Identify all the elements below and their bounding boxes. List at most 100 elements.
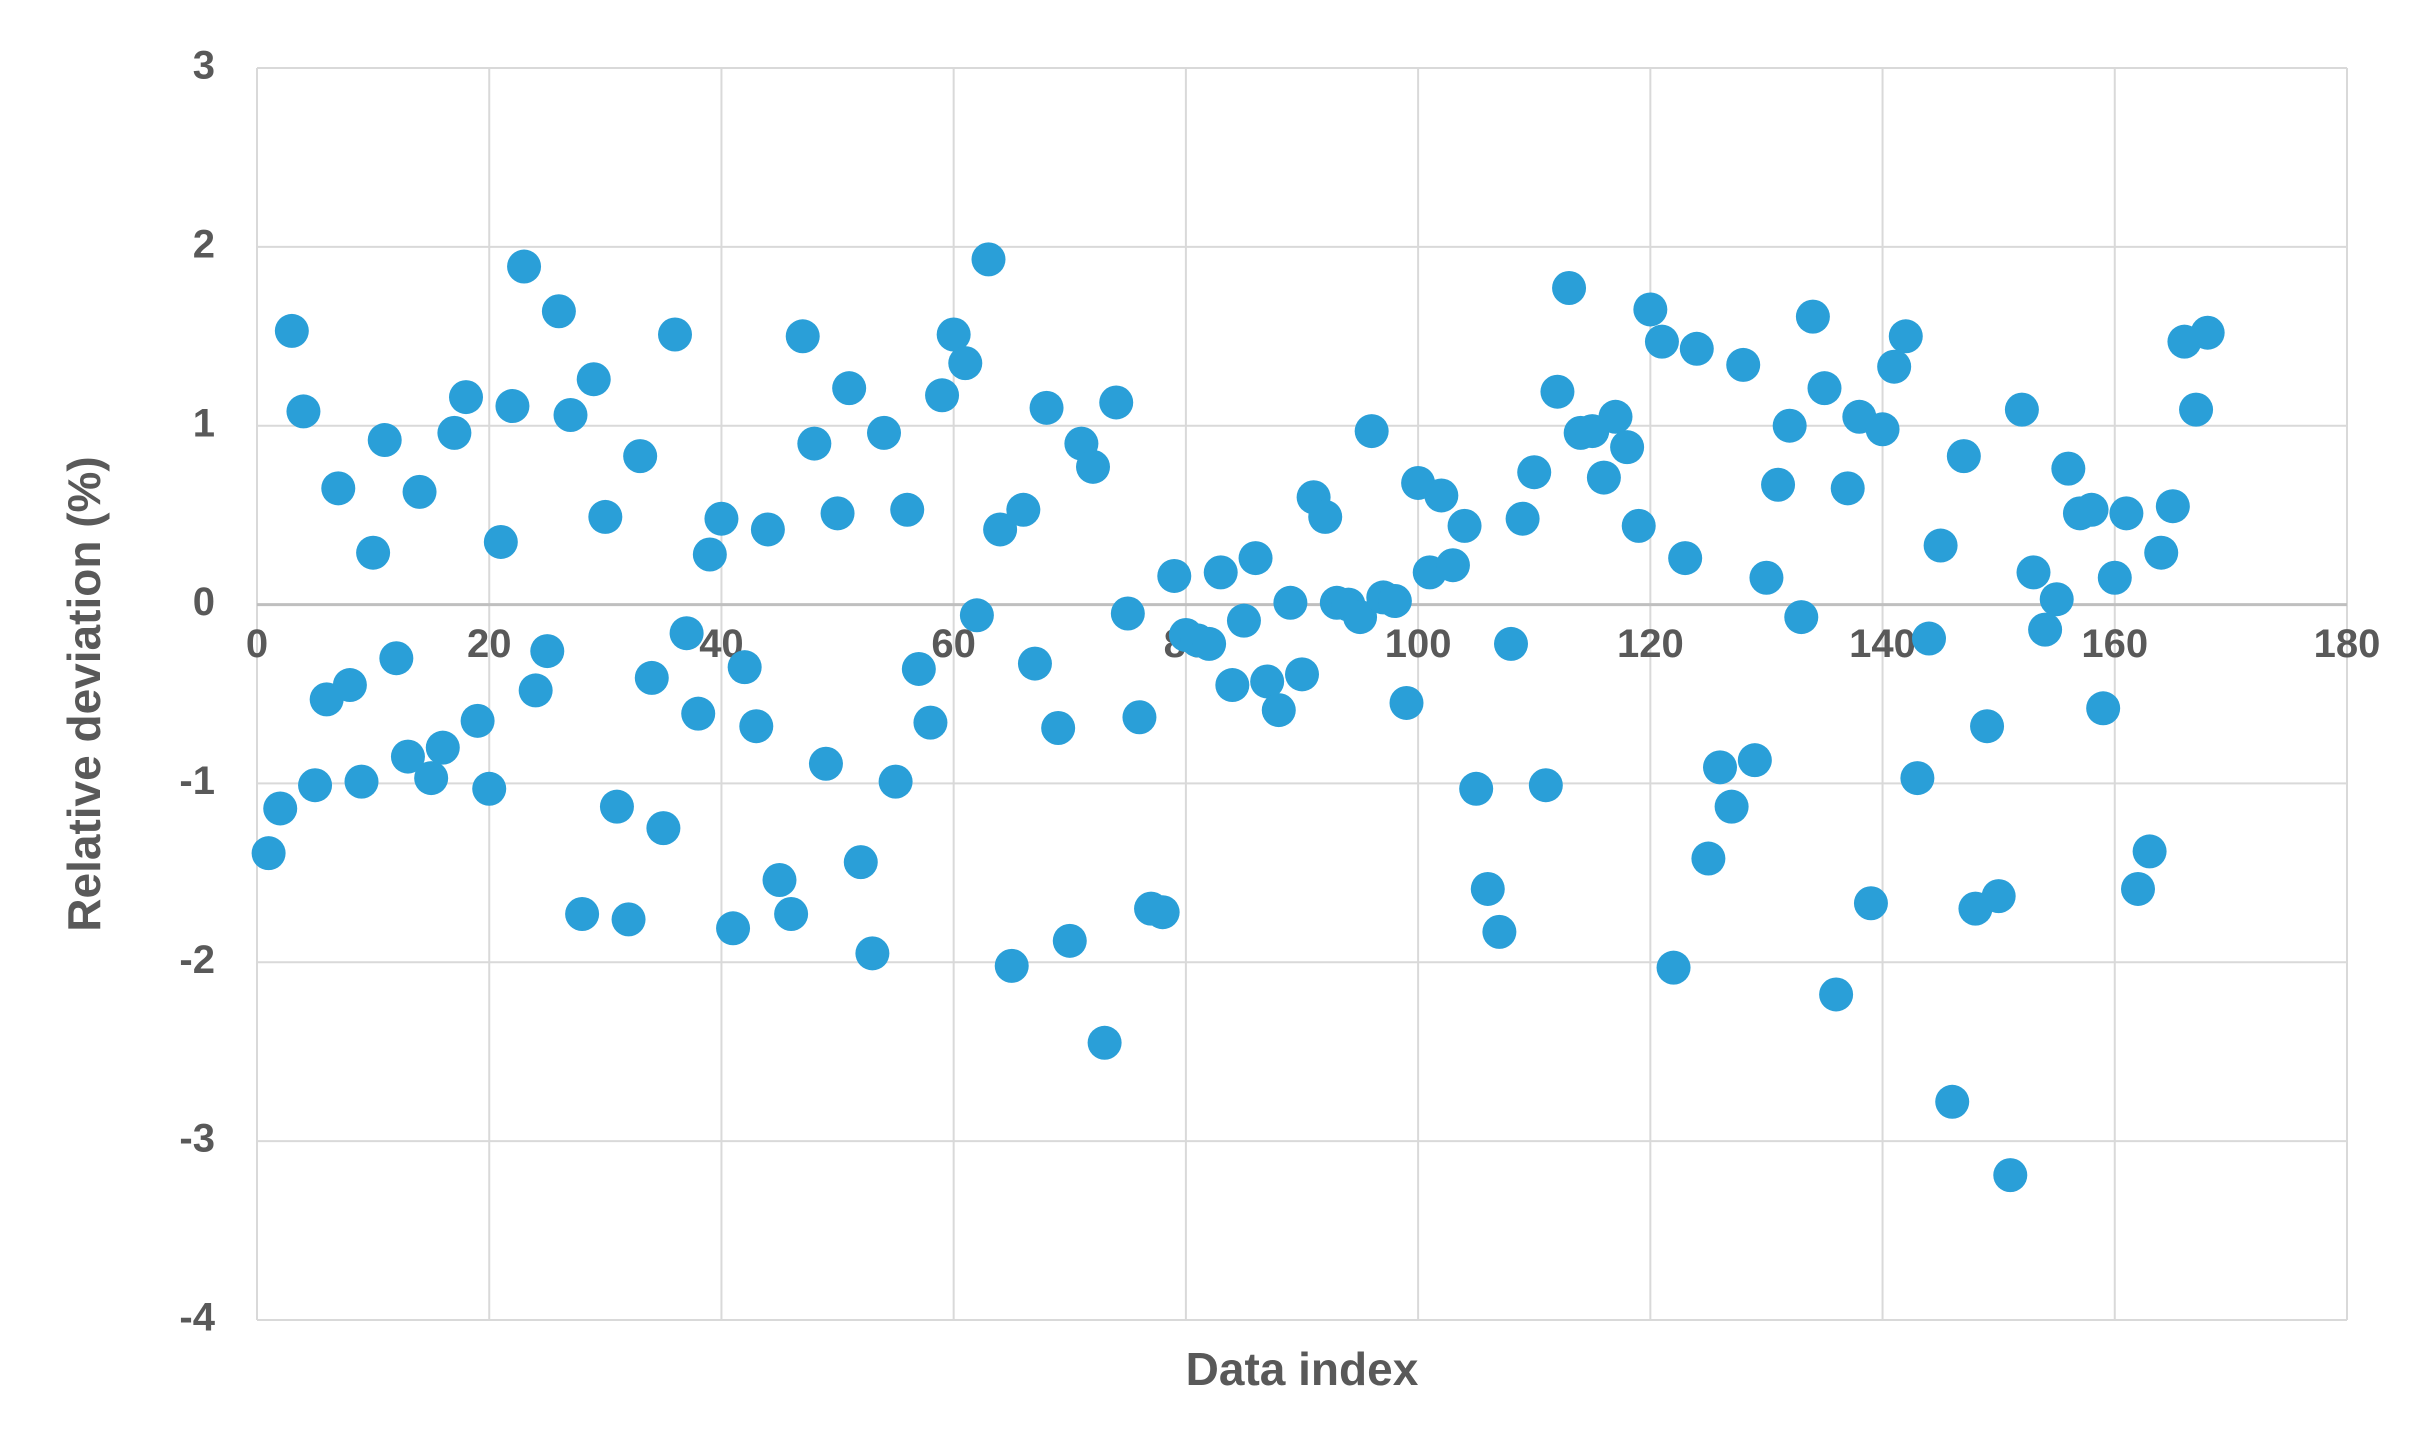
point — [390, 739, 425, 774]
point — [1052, 923, 1087, 958]
point — [1017, 646, 1052, 681]
point — [2132, 834, 2167, 869]
point — [541, 294, 576, 329]
point — [867, 415, 901, 450]
point — [321, 471, 356, 506]
point — [1122, 700, 1157, 735]
point — [1215, 668, 1250, 703]
point — [971, 242, 1006, 277]
point — [774, 896, 809, 931]
point — [901, 651, 936, 686]
point — [1110, 596, 1145, 631]
point — [553, 397, 588, 432]
point — [1447, 508, 1482, 543]
point — [1261, 693, 1296, 728]
point — [2121, 871, 2155, 906]
point — [1900, 761, 1935, 796]
point — [425, 730, 460, 765]
point — [1912, 621, 1946, 656]
point — [716, 911, 751, 946]
point — [1935, 1084, 1970, 1119]
point — [925, 378, 960, 413]
point — [1435, 548, 1470, 583]
point — [495, 389, 530, 424]
point — [739, 709, 774, 744]
point — [565, 896, 600, 931]
point — [1552, 270, 1587, 305]
point — [1888, 319, 1923, 354]
point — [692, 537, 727, 572]
point — [1819, 977, 1854, 1012]
point — [983, 512, 1018, 547]
point — [1946, 439, 1981, 474]
point — [878, 764, 913, 799]
point — [1691, 841, 1726, 876]
point — [2179, 392, 2214, 427]
point — [1470, 871, 1505, 906]
point — [1517, 455, 1552, 490]
point — [518, 673, 553, 708]
point — [379, 641, 414, 676]
point — [1644, 324, 1679, 359]
point — [843, 845, 878, 880]
point — [936, 317, 971, 352]
point — [332, 668, 367, 703]
point — [658, 317, 692, 352]
point — [1308, 499, 1343, 534]
point — [2144, 535, 2179, 570]
point — [1099, 385, 1134, 420]
point — [913, 705, 948, 740]
point — [1807, 371, 1842, 406]
y-tick-label: -3 — [179, 1117, 215, 1161]
point — [1459, 771, 1494, 806]
point — [460, 703, 495, 738]
point — [1343, 600, 1378, 635]
point — [994, 948, 1029, 983]
point — [530, 634, 565, 669]
point — [274, 313, 309, 348]
point — [1853, 886, 1888, 921]
point — [623, 439, 658, 474]
point — [727, 650, 762, 685]
point — [263, 791, 298, 826]
point — [646, 811, 681, 846]
point — [1993, 1158, 2028, 1193]
point — [1737, 743, 1772, 778]
point — [1621, 508, 1656, 543]
point — [1656, 950, 1691, 985]
x-tick-label: 180 — [2314, 622, 2381, 666]
point — [1389, 685, 1424, 720]
point — [1145, 895, 1180, 930]
point — [1714, 789, 1749, 824]
point — [1006, 492, 1041, 527]
point — [1679, 331, 1714, 366]
point — [414, 761, 449, 796]
x-tick-label: 20 — [467, 622, 512, 666]
x-tick-label: 160 — [2081, 622, 2148, 666]
y-tick-label: -2 — [179, 938, 215, 982]
point — [1076, 449, 1110, 484]
point — [2028, 612, 2063, 647]
point — [1482, 914, 1517, 949]
point — [1981, 879, 2016, 914]
point — [1923, 528, 1958, 563]
point — [1610, 430, 1645, 465]
point — [750, 512, 785, 547]
point — [855, 936, 890, 971]
point — [1668, 541, 1703, 576]
point — [1749, 560, 1784, 595]
point — [402, 474, 437, 509]
point — [1157, 558, 1192, 593]
point — [1250, 664, 1285, 699]
point — [1784, 600, 1819, 635]
point — [681, 696, 716, 731]
point — [1633, 292, 1668, 327]
point — [1505, 501, 1540, 536]
point — [1029, 390, 1064, 425]
point — [449, 380, 483, 415]
point — [785, 319, 820, 354]
point — [437, 415, 472, 450]
point — [1354, 414, 1389, 449]
point — [1238, 541, 1273, 576]
